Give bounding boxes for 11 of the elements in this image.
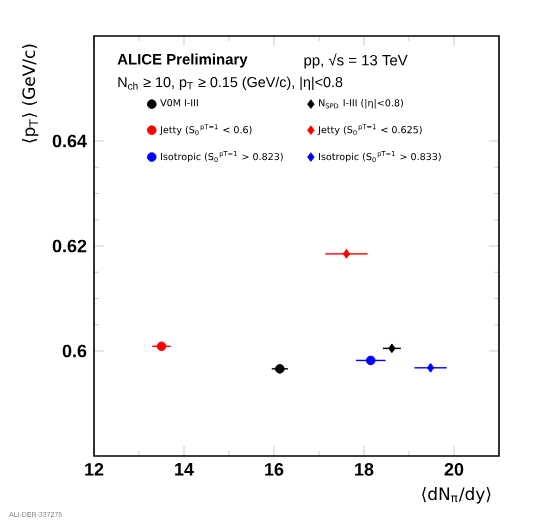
y-tick-label: 0.64 bbox=[52, 134, 87, 148]
y-axis-title: ⟨p$_{T}$⟩ (GeV/c) bbox=[22, 44, 39, 143]
y-tick-label: 0.6 bbox=[62, 344, 87, 358]
x-tick-label: 18 bbox=[355, 463, 374, 476]
x-tick-label: 20 bbox=[444, 463, 464, 476]
point bbox=[365, 355, 376, 366]
y-tick-label: 0.62 bbox=[52, 239, 87, 253]
x-tick-label: 12 bbox=[85, 463, 104, 476]
x-tick-label: 16 bbox=[265, 463, 284, 476]
x-tick-label: 14 bbox=[175, 463, 194, 476]
x-axis-title: ⟨dN$_{π}$/dy⟩ bbox=[422, 487, 491, 504]
